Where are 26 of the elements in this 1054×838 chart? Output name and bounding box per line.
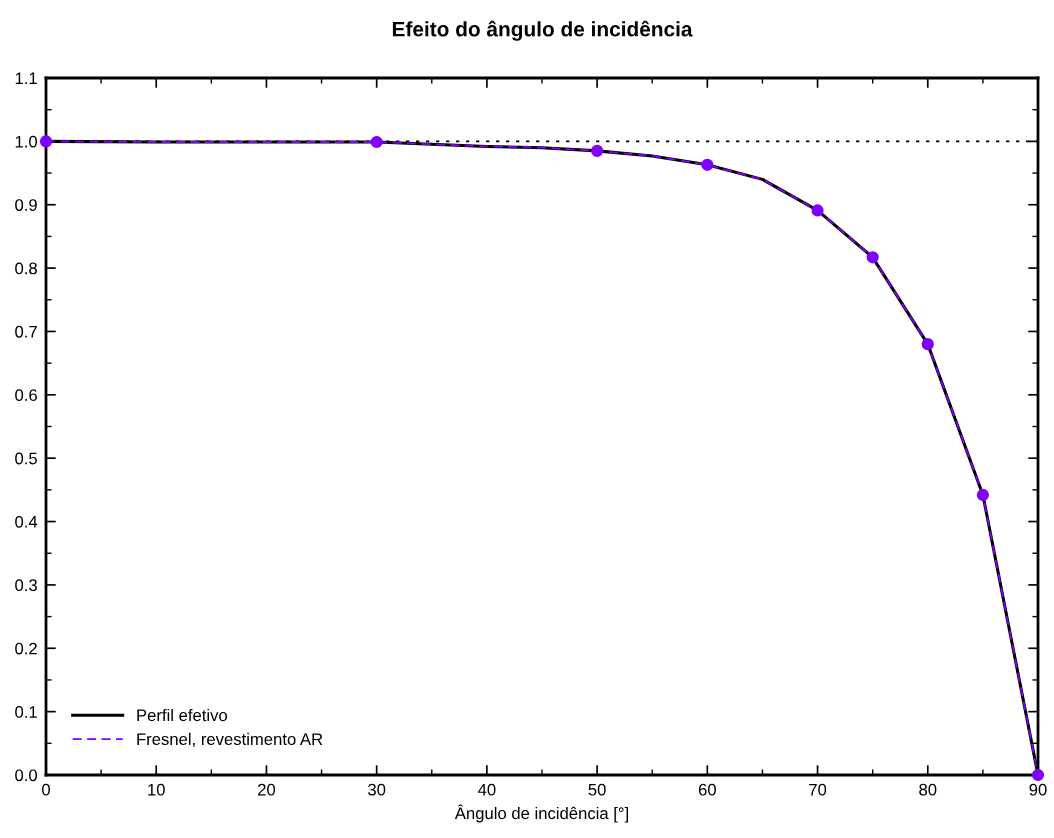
y-tick-label: 1.0 [15,135,38,148]
x-tick-label: 30 [368,783,386,796]
chart-title: Efeito do ângulo de incidência [392,20,693,41]
y-tick-label: 1.1 [15,72,37,85]
y-tick-label: 0.9 [15,199,37,211]
legend-label: Perfil efetivo [137,708,228,722]
y-tick-label: 0.5 [15,452,37,465]
y-tick-label: 0.1 [15,706,37,718]
legend-label: Fresnel, revestimento AR [137,732,323,748]
x-tick-label: 80 [919,783,937,796]
x-tick-label: 60 [698,783,716,796]
y-tick-label: 0.0 [15,769,38,782]
x-tick-label: 90 [1029,783,1047,796]
y-tick-label: 0.2 [15,642,37,655]
x-tick-label: 20 [258,783,276,796]
y-tick-label: 0.4 [15,515,38,528]
x-axis-title: Ângulo de incidência [°] [454,804,628,823]
y-tick-label: 0.6 [15,389,37,402]
x-tick-label: 50 [588,783,606,796]
x-tick-label: 40 [478,783,496,796]
x-tick-label: 10 [148,783,165,796]
y-tick-label: 0.7 [15,325,37,338]
x-tick-label: 70 [809,783,827,796]
x-tick-label: 0 [42,783,50,796]
y-tick-label: 0.8 [15,262,37,275]
y-tick-label: 0.3 [15,579,37,592]
